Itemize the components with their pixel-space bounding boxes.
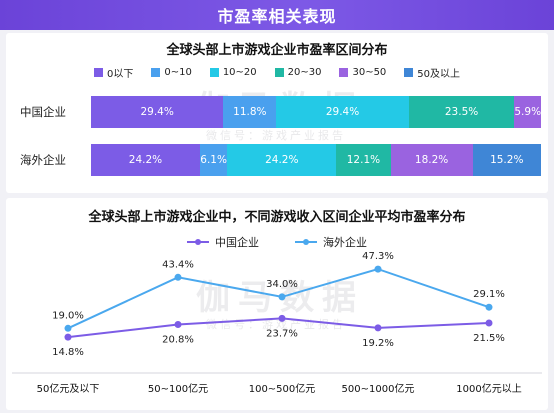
legend-item: 30~50 <box>339 65 386 80</box>
bar-value-label: 29.4% <box>325 106 360 118</box>
legend-item: 0~10 <box>151 65 192 80</box>
x-tick-label: 50亿元及以下 <box>37 382 100 395</box>
bar-chart-legend: 0以下 0~10 10~20 20~30 30~50 50及以上 <box>6 65 548 80</box>
data-label: 43.4% <box>162 259 194 270</box>
legend-swatch <box>274 68 284 77</box>
data-label: 19.0% <box>52 310 84 321</box>
bar-row-overseas: 24.2% 6.1% 24.2% 12.1% 18.2% 15.2% <box>91 144 541 176</box>
watermark-caption: 微信号：游戏产业报告 <box>206 129 346 142</box>
bar-value-label: 6.1% <box>200 154 227 166</box>
line-chart-legend: 中国企业 海外企业 <box>6 234 548 250</box>
data-point <box>485 303 493 311</box>
legend-swatch <box>151 68 161 77</box>
line-chart-title: 全球头部上市游戏企业中，不同游戏收入区间企业平均市盈率分布 <box>88 210 466 225</box>
legend-swatch <box>404 68 414 77</box>
bar-chart-title: 全球头部上市游戏企业市盈率区间分布 <box>166 43 388 58</box>
bar-segment: 29.4% <box>91 96 224 128</box>
legend-item: 中国企业 <box>187 234 259 250</box>
data-point <box>64 324 72 332</box>
bar-segment: 29.4% <box>276 96 409 128</box>
data-point <box>374 324 382 332</box>
legend-swatch <box>209 68 219 77</box>
legend-item: 海外企业 <box>295 234 367 250</box>
data-point <box>374 265 382 273</box>
bar-row-label: 海外企业 <box>20 153 66 167</box>
data-point <box>174 273 182 281</box>
header-banner: 市盈率相关表现 <box>0 0 554 30</box>
legend-label: 中国企业 <box>215 236 259 249</box>
data-label: 29.1% <box>473 289 505 300</box>
x-tick-label: 500~1000亿元 <box>342 382 415 395</box>
legend-label: 20~30 <box>287 67 322 78</box>
x-tick-label: 100~500亿元 <box>249 382 316 395</box>
bar-segment: 5.9% <box>514 96 541 128</box>
line-chart-panel: 伽马数据 微信号：游戏产业报告 全球头部上市游戏企业中，不同游戏收入区间企业平均… <box>6 198 548 410</box>
legend-label: 海外企业 <box>323 236 367 249</box>
bar-segment: 23.5% <box>408 96 515 128</box>
bar-value-label: 29.4% <box>140 106 174 118</box>
legend-dot <box>303 239 309 245</box>
data-label: 20.8% <box>162 335 194 346</box>
data-point <box>278 293 286 301</box>
bar-segment: 11.8% <box>223 96 277 128</box>
bar-segment: 12.1% <box>336 144 391 176</box>
legend-label: 10~20 <box>222 67 257 78</box>
bar-segment: 24.2% <box>227 144 337 176</box>
data-label: 34.0% <box>266 279 298 290</box>
data-label: 14.8% <box>52 347 84 358</box>
bar-value-label: 12.1% <box>346 154 381 166</box>
data-label: 21.5% <box>473 333 505 344</box>
x-tick-label: 1000亿元以上 <box>456 382 521 395</box>
data-point <box>278 314 286 322</box>
data-label: 19.2% <box>362 338 394 349</box>
data-point <box>64 333 72 341</box>
bar-value-label: 11.8% <box>233 106 267 118</box>
line-chart-plot: 14.8% 20.8% 23.7% 19.2% 21.5% 19.0% 43.4% 34.0%… <box>12 251 542 395</box>
legend-item: 0以下 <box>93 65 134 80</box>
legend-item: 20~30 <box>274 65 322 80</box>
legend-dot <box>195 239 201 245</box>
legend-line-marker <box>187 239 209 245</box>
bar-value-label: 15.2% <box>490 154 524 166</box>
legend-swatch <box>93 68 103 77</box>
bar-value-label: 24.2% <box>265 154 299 166</box>
legend-line-marker <box>295 239 317 245</box>
legend-label: 30~50 <box>352 67 387 78</box>
legend-label: 0~10 <box>164 67 192 78</box>
data-label: 23.7% <box>266 328 298 339</box>
bar-value-label: 18.2% <box>414 154 449 166</box>
x-tick-label: 50~100亿元 <box>148 382 208 395</box>
bar-segment: 18.2% <box>390 144 473 176</box>
legend-item: 50及以上 <box>404 65 460 80</box>
data-label: 47.3% <box>362 251 394 262</box>
bar-value-label: 24.2% <box>128 154 163 166</box>
bar-row-label: 中国企业 <box>20 105 66 119</box>
data-point <box>174 321 182 328</box>
banner-title: 市盈率相关表现 <box>217 7 337 26</box>
legend-label: 0以下 <box>106 69 134 80</box>
bar-segment: 24.2% <box>91 144 200 176</box>
bar-row-china: 29.4% 11.8% 29.4% 23.5% 5.9% <box>91 96 541 128</box>
data-point <box>485 319 493 327</box>
legend-label: 50及以上 <box>417 69 461 80</box>
bar-value-label: 23.5% <box>444 106 479 118</box>
bar-segment: 15.2% <box>472 144 541 176</box>
bar-value-label: 5.9% <box>514 106 541 118</box>
legend-swatch <box>339 68 349 77</box>
legend-item: 10~20 <box>209 65 257 80</box>
bar-segment: 6.1% <box>199 144 228 176</box>
stacked-bar-panel: 伽马数据 微信号：游戏产业报告 全球头部上市游戏企业市盈率区间分布 0以下0~1… <box>6 33 548 193</box>
